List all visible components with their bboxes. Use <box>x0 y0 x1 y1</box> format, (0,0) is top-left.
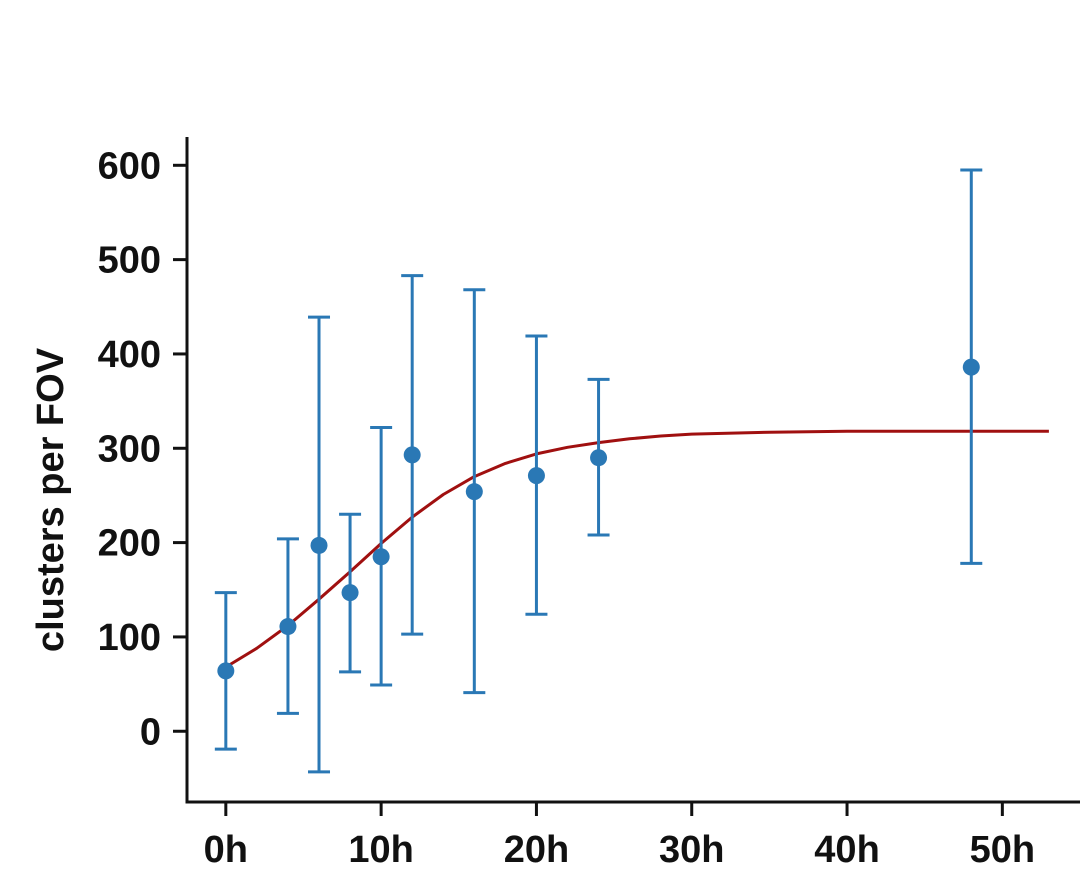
plot-area <box>214 168 1049 774</box>
axes: 0 100 200 300 400 500 600 0h 10h 20h 30h 40h 50h cl… <box>30 137 1080 871</box>
y-tick-label: 300 <box>98 428 161 470</box>
data-point <box>527 467 545 485</box>
y-tick-label: 100 <box>98 617 161 659</box>
data-point <box>403 446 421 464</box>
data-point <box>962 358 980 376</box>
data-point <box>465 483 483 501</box>
x-ticks: 0h 10h 20h 30h 40h 50h <box>204 802 1035 871</box>
x-tick-label: 40h <box>814 829 879 871</box>
data-point <box>217 662 235 680</box>
x-tick-label: 50h <box>970 829 1035 871</box>
y-ticks: 0 100 200 300 400 500 600 <box>98 145 187 753</box>
data-point <box>310 536 328 554</box>
data-points-layer <box>217 358 980 680</box>
x-tick-label: 30h <box>659 829 724 871</box>
y-tick-label: 500 <box>98 240 161 282</box>
x-tick-label: 0h <box>204 829 248 871</box>
y-tick-label: 600 <box>98 145 161 187</box>
y-axis-title: clusters per FOV <box>30 347 72 652</box>
data-point <box>279 618 297 636</box>
data-point <box>372 548 390 566</box>
data-point <box>341 584 359 602</box>
x-tick-label: 20h <box>504 829 569 871</box>
x-tick-label: 10h <box>348 829 413 871</box>
data-point <box>590 449 608 467</box>
error-bars-layer <box>214 168 983 774</box>
y-tick-label: 400 <box>98 334 161 376</box>
y-tick-label: 200 <box>98 523 161 565</box>
y-tick-label: 0 <box>140 711 161 753</box>
